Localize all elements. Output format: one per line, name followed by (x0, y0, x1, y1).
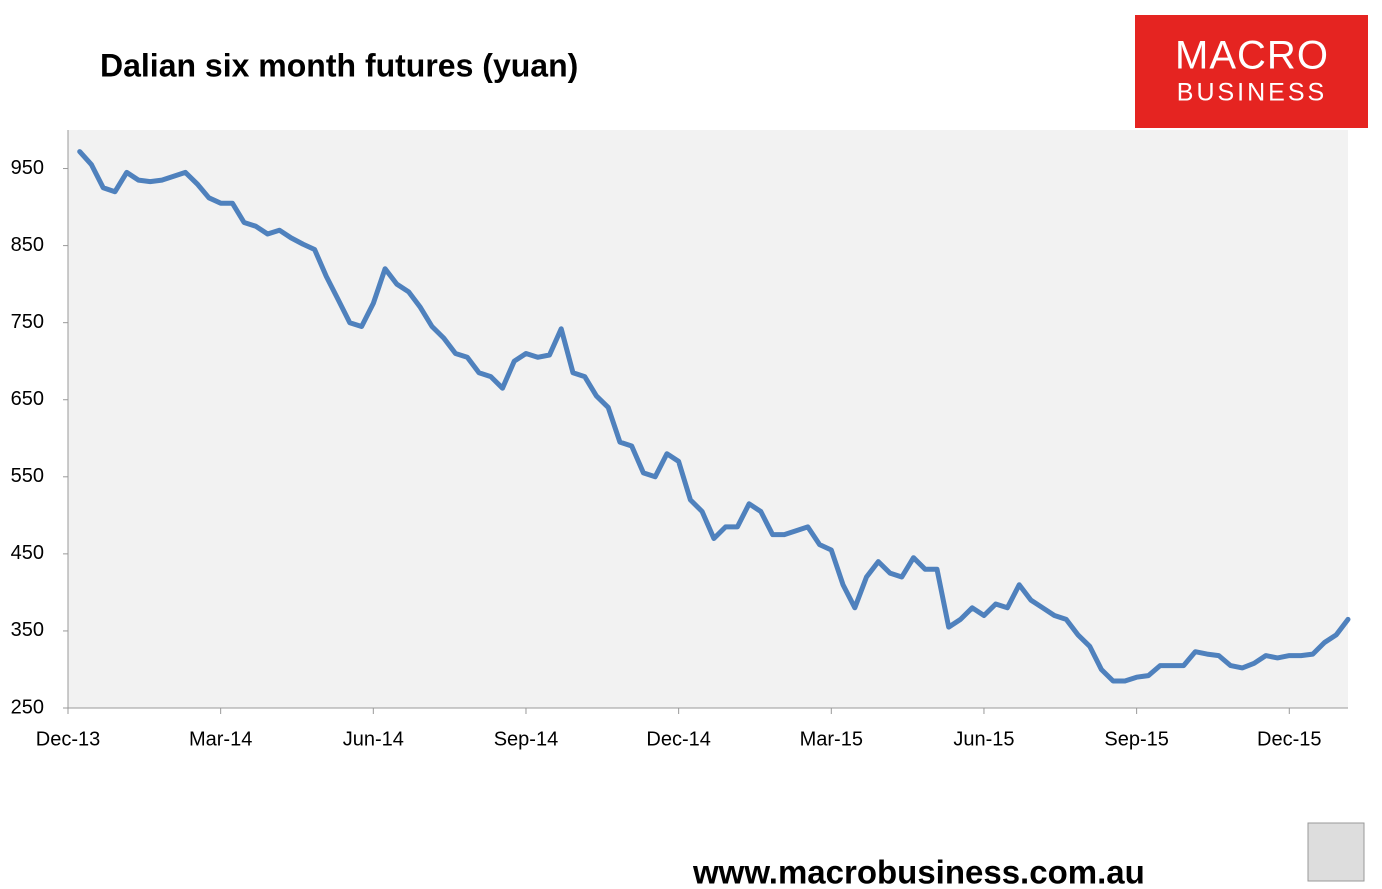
y-tick-label: 450 (11, 542, 44, 564)
y-tick-label: 850 (11, 234, 44, 256)
x-tick-label: Dec-15 (1257, 728, 1321, 750)
logo-text: BUSINESS (1177, 79, 1327, 107)
data-line (77, 149, 1351, 684)
x-tick-label: Mar-15 (800, 728, 863, 750)
x-tick-label: Jun-15 (953, 728, 1014, 750)
x-tick-label: Jun-14 (343, 728, 404, 750)
x-tick-label: Sep-14 (494, 728, 559, 750)
y-tick-label: 250 (11, 696, 44, 718)
y-tick-label: 350 (11, 619, 44, 641)
x-tick-label: Dec-13 (36, 728, 100, 750)
x-tick-label: Dec-14 (646, 728, 710, 750)
logo-icon (1307, 822, 1365, 882)
logo-box (1135, 15, 1368, 128)
footer-url: www.macrobusiness.com.au (692, 854, 1145, 889)
x-tick-label: Mar-14 (189, 728, 252, 750)
logo-text: MACRO (1175, 34, 1329, 78)
y-tick-label: 550 (11, 465, 44, 487)
x-tick-label: Sep-15 (1104, 728, 1169, 750)
y-tick-label: 950 (11, 157, 44, 179)
plot-area (68, 130, 1348, 708)
y-tick-label: 650 (11, 388, 44, 410)
y-tick-label: 750 (11, 311, 44, 333)
chart-title: Dalian six month futures (yuan) (100, 47, 578, 83)
